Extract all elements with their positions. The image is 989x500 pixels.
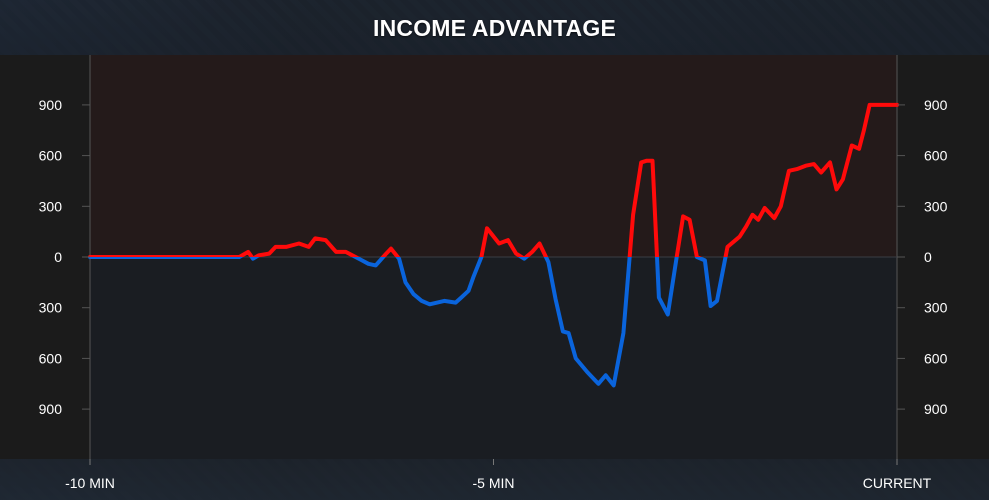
series-line-positive [88, 102, 899, 257]
x-axis-strip [0, 459, 989, 500]
y-tick-label-right: 300 [924, 198, 948, 214]
y-tick-label-right: 600 [924, 350, 948, 366]
x-tick-label: -10 MIN [65, 475, 115, 491]
title-bar: INCOME ADVANTAGE [0, 0, 989, 55]
y-tick-label-right: 600 [924, 148, 948, 164]
positive-region-background [90, 55, 897, 257]
series-line-negative [88, 257, 728, 388]
y-tick-label-left: 0 [54, 249, 62, 265]
y-tick-label-left: 900 [39, 97, 63, 113]
x-tick-label: -5 MIN [473, 475, 515, 491]
negative-region-background [90, 257, 897, 459]
x-tick-label: CURRENT [863, 475, 932, 491]
y-tick-label-left: 300 [39, 300, 63, 316]
y-tick-label-left: 600 [39, 148, 63, 164]
y-tick-label-right: 900 [924, 97, 948, 113]
y-tick-label-right: 0 [924, 249, 932, 265]
y-tick-label-left: 300 [39, 198, 63, 214]
chart-title: INCOME ADVANTAGE [373, 15, 616, 41]
y-tick-label-left: 900 [39, 401, 63, 417]
y-tick-label-left: 600 [39, 350, 63, 366]
y-tick-label-right: 300 [924, 300, 948, 316]
y-tick-label-right: 900 [924, 401, 948, 417]
